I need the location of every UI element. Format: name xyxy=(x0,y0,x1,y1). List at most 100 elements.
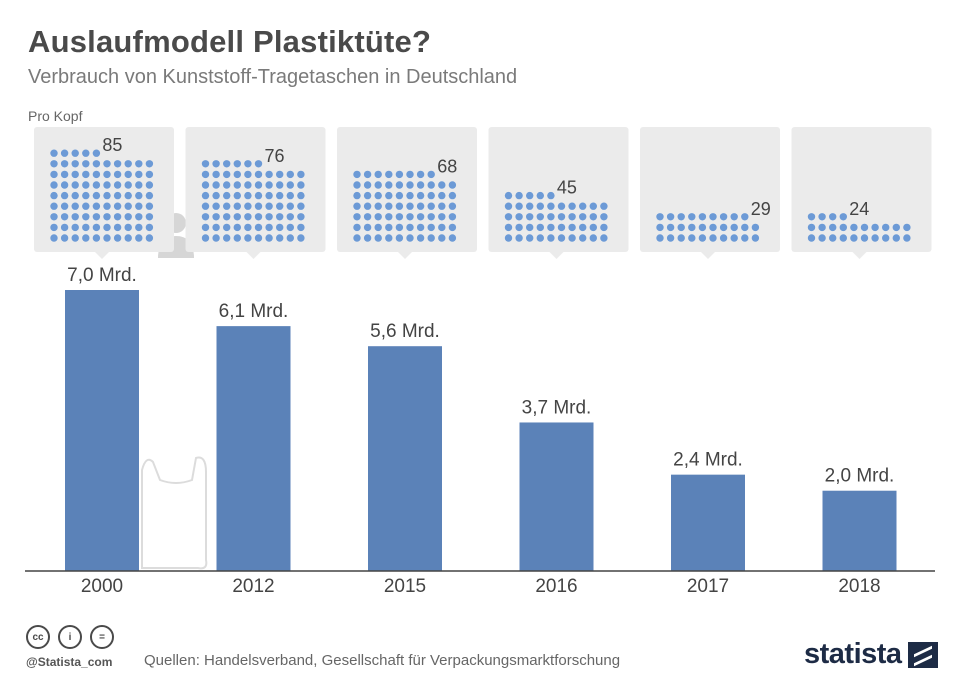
by-icon[interactable]: i xyxy=(58,625,82,649)
per-capita-dot xyxy=(363,191,372,200)
bar-2017[interactable] xyxy=(671,474,745,571)
per-capita-panel-2012: 76 xyxy=(185,127,326,259)
per-capita-dot xyxy=(82,181,90,189)
per-capita-dot xyxy=(719,223,728,232)
per-capita-dot xyxy=(124,160,132,168)
per-capita-dot xyxy=(135,191,143,200)
per-capita-dot xyxy=(145,202,154,210)
per-capita-dot xyxy=(698,223,707,232)
per-capita-dot xyxy=(829,223,837,232)
per-capita-dot xyxy=(416,202,425,210)
per-capita-dot xyxy=(677,223,685,232)
per-capita-dot xyxy=(589,223,597,232)
per-capita-dot xyxy=(871,223,879,232)
per-capita-dot xyxy=(427,202,435,210)
per-capita-dot xyxy=(600,213,608,221)
per-capita-dot xyxy=(223,181,231,189)
page-title: Auslaufmodell Plastiktüte? xyxy=(28,24,432,59)
per-capita-dot xyxy=(71,202,79,210)
per-capita-dot xyxy=(244,160,252,168)
per-capita-dot xyxy=(124,213,132,221)
page-subtitle: Verbrauch von Kunststoff-Tragetaschen in… xyxy=(28,66,518,88)
per-capita-dot xyxy=(438,213,446,221)
per-capita-dot xyxy=(374,223,382,232)
per-capita-dot xyxy=(276,170,284,179)
per-capita-dot xyxy=(363,181,372,189)
plastic-bag-icon xyxy=(141,456,208,570)
panel-pointer xyxy=(398,252,412,259)
per-capita-dot xyxy=(254,191,263,200)
per-capita-dot xyxy=(416,213,425,221)
per-capita-dot xyxy=(536,223,544,232)
per-capita-dot xyxy=(212,170,220,179)
per-capita-dot xyxy=(276,181,284,189)
per-capita-dot xyxy=(201,160,210,168)
per-capita-dot xyxy=(223,223,231,232)
per-capita-dot xyxy=(286,202,294,210)
per-capita-dot xyxy=(807,213,816,221)
bar-value-label: 5,6 Mrd. xyxy=(370,321,440,342)
per-capita-dot xyxy=(233,160,241,168)
per-capita-dot xyxy=(254,160,263,168)
per-capita-dot xyxy=(113,202,122,210)
bar-2015[interactable] xyxy=(368,346,442,571)
per-capita-panel-2016: 45 xyxy=(488,127,629,259)
per-capita-dot xyxy=(265,234,273,242)
statista-handle[interactable]: @Statista_com xyxy=(26,655,113,669)
bar-2000[interactable] xyxy=(65,290,139,571)
per-capita-dot xyxy=(212,213,220,221)
per-capita-dot xyxy=(730,234,738,242)
per-capita-dot xyxy=(709,234,717,242)
per-capita-dot xyxy=(223,170,231,179)
per-capita-dot xyxy=(297,223,305,232)
bar-2012[interactable] xyxy=(216,326,291,571)
per-capita-dot xyxy=(688,234,696,242)
per-capita-dot xyxy=(265,202,273,210)
statista-logo[interactable]: statista xyxy=(804,638,938,671)
per-capita-dot xyxy=(353,213,361,221)
per-capita-dot xyxy=(374,234,382,242)
per-capita-dot xyxy=(363,170,372,179)
nd-icon[interactable]: = xyxy=(90,625,114,649)
per-capita-dot xyxy=(504,191,513,200)
per-capita-dot xyxy=(124,170,132,179)
per-capita-dot xyxy=(882,234,890,242)
bar-2018[interactable] xyxy=(822,490,897,571)
per-capita-dot xyxy=(677,213,685,221)
per-capita-dot xyxy=(212,160,220,168)
per-capita-dot xyxy=(363,202,372,210)
per-capita-dot xyxy=(406,170,414,179)
cc-icon[interactable]: cc xyxy=(26,625,50,649)
per-capita-dot xyxy=(276,213,284,221)
per-capita-dot xyxy=(600,234,608,242)
per-capita-dot xyxy=(50,223,58,232)
per-capita-dot xyxy=(568,213,576,221)
per-capita-dot xyxy=(504,202,513,210)
per-capita-dot xyxy=(145,223,154,232)
per-capita-dot xyxy=(374,181,382,189)
per-capita-dot xyxy=(233,181,241,189)
per-capita-panel-2018: 24 xyxy=(791,127,932,259)
per-capita-dot xyxy=(113,223,122,232)
per-capita-dot xyxy=(807,234,816,242)
per-capita-dot xyxy=(254,234,263,242)
per-capita-dot xyxy=(448,191,457,200)
per-capita-dot xyxy=(297,213,305,221)
per-capita-dot xyxy=(536,234,544,242)
per-capita-dot xyxy=(135,170,143,179)
per-capita-dot xyxy=(427,191,435,200)
per-capita-dot xyxy=(719,234,728,242)
per-capita-dot xyxy=(60,213,69,221)
per-capita-dot xyxy=(223,202,231,210)
per-capita-dot xyxy=(244,191,252,200)
per-capita-dot xyxy=(438,234,446,242)
per-capita-dot xyxy=(427,170,435,179)
per-capita-dot xyxy=(839,234,847,242)
panel-bg xyxy=(791,127,932,252)
bar-2016[interactable] xyxy=(519,422,594,571)
per-capita-dot xyxy=(233,223,241,232)
per-capita-dot xyxy=(448,202,457,210)
per-capita-dot xyxy=(60,181,69,189)
per-capita-dot xyxy=(829,213,837,221)
bar-value-label: 2,4 Mrd. xyxy=(673,450,743,471)
